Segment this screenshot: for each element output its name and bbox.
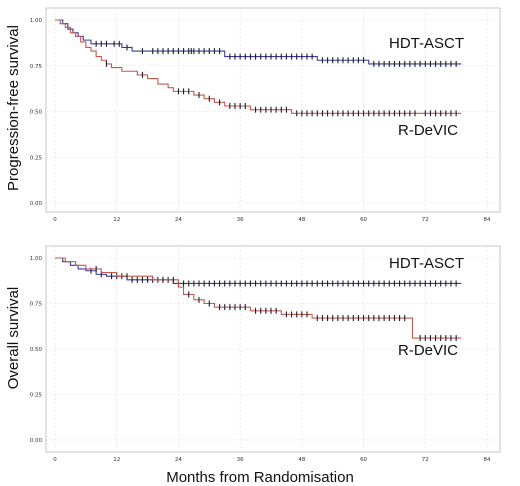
x-tick-label: 60 — [360, 457, 367, 463]
x-tick-label: 0 — [53, 217, 57, 223]
y-axis-label: Overall survival — [5, 287, 22, 390]
panel-progression-free-survival: 0 12 24 36 48 60 72 84 0.00 0.25 0.50 0.75 1.00 Progr… — [5, 7, 501, 223]
x-axis-label: Months from Randomisation — [166, 469, 354, 486]
survival-curve-r-devic — [55, 257, 462, 339]
y-tick-label: 1.00 — [30, 18, 43, 24]
x-tick-label: 36 — [237, 217, 244, 223]
x-tick-label: 12 — [113, 457, 120, 463]
series-label-r-devic: R-DeVIC — [398, 122, 458, 139]
y-tick-label: 0.00 — [30, 201, 43, 207]
survival-curve-hdt-asct — [55, 19, 462, 65]
plot-frame — [45, 245, 501, 453]
y-tick-label: 0.75 — [30, 302, 43, 308]
x-tick-label: 72 — [422, 217, 429, 223]
x-tick-label: 48 — [298, 217, 305, 223]
y-tick-label: 1.00 — [30, 256, 43, 262]
y-tick-label: 0.50 — [30, 110, 43, 116]
x-tick-label: 60 — [360, 217, 367, 223]
y-tick-label: 0.25 — [30, 393, 43, 399]
series-label-hdt-asct: HDT-ASCT — [389, 255, 464, 272]
x-tick-label: 24 — [175, 217, 182, 223]
x-tick-label: 12 — [113, 217, 120, 223]
x-tick-label: 48 — [298, 457, 305, 463]
series-label-hdt-asct: HDT-ASCT — [389, 35, 464, 52]
x-tick-label: 84 — [484, 457, 491, 463]
y-tick-label: 0.25 — [30, 155, 43, 161]
survival-curve-r-devic — [55, 19, 462, 114]
y-tick-label: 0.75 — [30, 64, 43, 70]
y-tick-label: 0.00 — [30, 438, 43, 444]
series-label-r-devic: R-DeVIC — [398, 342, 458, 359]
panel-overall-survival: 0 12 24 36 48 60 72 84 0.00 0.25 0.50 0.75 1.00 Overa… — [5, 245, 501, 486]
y-axis-label: Progression-free survival — [5, 25, 22, 191]
x-tick-label: 0 — [53, 457, 57, 463]
x-tick-label: 36 — [237, 457, 244, 463]
x-tick-label: 84 — [484, 217, 491, 223]
x-tick-label: 72 — [422, 457, 429, 463]
y-tick-label: 0.50 — [30, 347, 43, 353]
x-tick-label: 24 — [175, 457, 182, 463]
